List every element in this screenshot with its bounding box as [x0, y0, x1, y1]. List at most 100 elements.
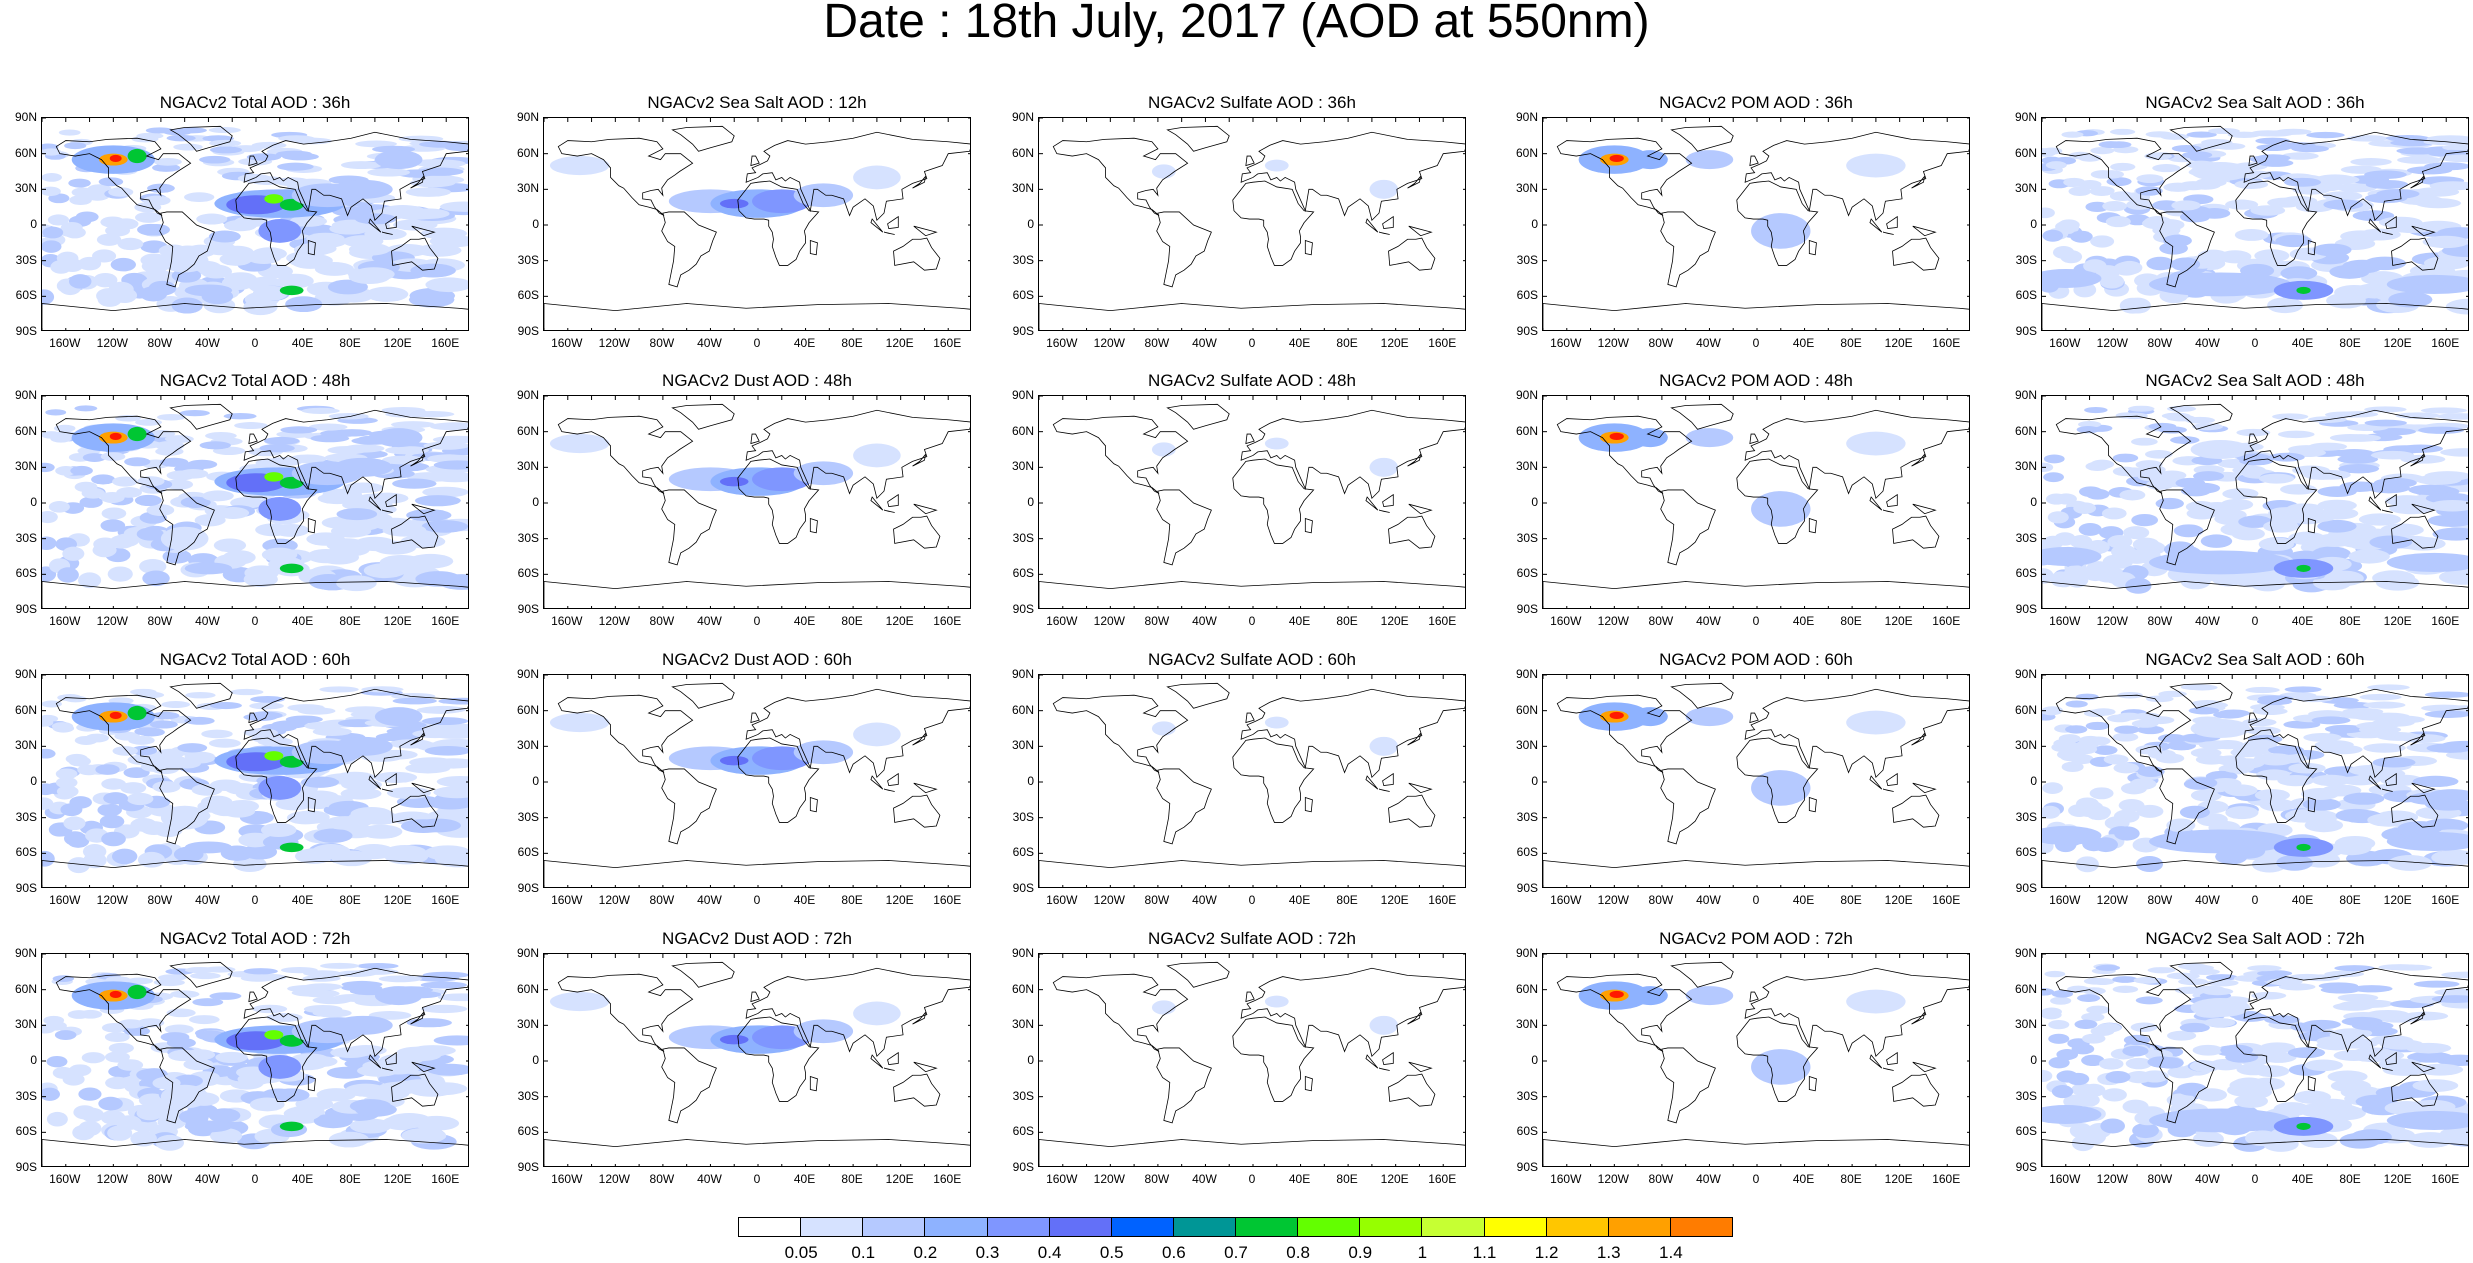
coastline	[248, 433, 258, 445]
aod-plume	[2386, 1110, 2468, 1130]
coastline	[243, 967, 468, 1058]
aod-plume	[2190, 718, 2251, 739]
aod-field-cell	[2086, 1005, 2110, 1015]
coastline	[2391, 794, 2439, 828]
lon-label: 120W	[1597, 1172, 1629, 1186]
aod-field-cell	[2123, 1034, 2151, 1046]
aod-field-cell	[363, 563, 407, 579]
coastline	[2411, 782, 2436, 794]
aod-plume	[258, 219, 302, 243]
lon-label: 120E	[383, 336, 412, 350]
aod-field-cell	[190, 972, 221, 980]
lon-label: 80E	[2339, 336, 2361, 350]
aod-field-cell	[64, 142, 87, 150]
aod-field-cell	[2073, 502, 2097, 514]
map-canvas	[544, 675, 970, 887]
aod-field-cell	[2173, 524, 2204, 538]
aod-field-cell	[42, 173, 62, 182]
lat-label: 60N	[1515, 145, 1538, 160]
aod-field-cell	[48, 501, 70, 513]
aod-field-cell	[421, 1004, 468, 1014]
aod-field-cell	[100, 452, 126, 461]
aod-field-cell	[72, 1124, 95, 1141]
coastline	[1882, 231, 1894, 235]
aod-field-cell	[283, 1106, 321, 1121]
aod-plume	[160, 248, 209, 273]
lat-label: 0	[30, 217, 37, 231]
aod-field-cell	[410, 263, 456, 278]
coastline	[893, 515, 941, 549]
lat-label: 30N	[1515, 181, 1538, 196]
lon-label: 0	[753, 893, 761, 907]
coastline	[1749, 155, 1759, 167]
map-canvas	[2042, 675, 2468, 887]
aod-field-cell	[2369, 535, 2413, 550]
panel-title: NGACv2 Total AOD : 72h	[159, 929, 351, 948]
lon-label: 160E	[1932, 614, 1961, 628]
coastline	[1378, 231, 1390, 235]
coastline	[159, 211, 215, 288]
colorbar-cell	[1669, 1217, 1733, 1237]
lon-label: 40W	[1192, 336, 1217, 350]
coastline	[671, 961, 735, 988]
coastline	[1911, 1011, 1926, 1025]
lat-label: 90N	[1011, 946, 1034, 960]
aod-field-cell	[2048, 1033, 2070, 1044]
aod-field-cell	[326, 538, 367, 552]
aod-field-cell	[2123, 526, 2150, 540]
aod-field-cell	[2113, 809, 2140, 823]
lat-label: 30S	[517, 809, 539, 824]
lat-label: 60N	[1011, 981, 1034, 996]
aod-field-cell	[2130, 1022, 2158, 1032]
aod-field-cell	[2320, 175, 2360, 185]
coastline	[1744, 131, 1969, 222]
coastline	[809, 239, 818, 256]
colorbar-cell	[862, 1217, 926, 1237]
lat-label: 60S	[1516, 1124, 1538, 1139]
aod-field-cell	[373, 540, 417, 555]
coastline	[1869, 1054, 1883, 1069]
aod-field-cell	[136, 527, 164, 541]
aod-field-cell	[2359, 693, 2402, 701]
aod-field-cell	[2095, 964, 2121, 971]
aod-plume	[2386, 274, 2468, 294]
coastline	[1382, 772, 1394, 787]
lon-label: 40E	[2291, 1172, 2314, 1186]
aod-field-cell	[2259, 1042, 2296, 1053]
lat-label: 30S	[15, 252, 37, 267]
coastline	[1052, 415, 1189, 494]
aod-field-cell	[126, 977, 153, 985]
lat-label: 60N	[2014, 702, 2037, 717]
lat-label: 90N	[1515, 110, 1538, 124]
lon-label: 160E	[933, 336, 962, 350]
aod-field-cell	[2382, 1064, 2427, 1076]
lon-label: 160E	[1932, 1172, 1961, 1186]
aod-field-cell	[293, 243, 332, 257]
aod-field-cell	[78, 1087, 102, 1101]
lon-label: 40W	[2195, 614, 2220, 628]
coastline	[887, 493, 899, 508]
lat-label: 0	[1531, 1053, 1538, 1067]
coastline	[411, 503, 436, 515]
lat-label: 90S	[1012, 602, 1034, 616]
aod-plume	[549, 992, 610, 1012]
aod-plume	[109, 432, 122, 440]
coastline	[544, 581, 970, 608]
aod-field-cell	[46, 1111, 68, 1127]
aod-field-cell	[2378, 216, 2423, 228]
aod-field-cell	[2155, 497, 2184, 510]
coastline	[1670, 961, 1734, 988]
lon-label: 160E	[1428, 336, 1457, 350]
lon-label: 40E	[793, 1172, 816, 1186]
aod-field-cell	[2043, 472, 2064, 483]
lat-label: 90N	[1515, 946, 1538, 960]
aod-field-cell	[184, 716, 215, 725]
lat-label: 90N	[516, 667, 539, 681]
lon-label: 120E	[1884, 1172, 1913, 1186]
aod-field-cell	[2042, 207, 2055, 219]
coastline	[1556, 694, 1693, 773]
coastline	[1882, 509, 1894, 513]
aod-field-cell	[157, 413, 186, 421]
lat-label: 0	[2030, 774, 2037, 788]
map-panel	[41, 953, 469, 1167]
